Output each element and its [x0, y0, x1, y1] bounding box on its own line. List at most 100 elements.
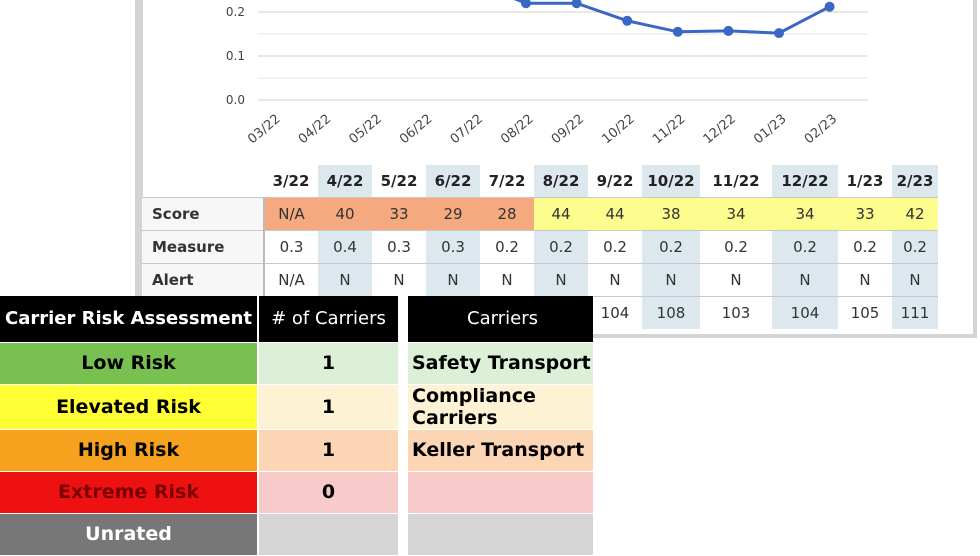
table-cell: 44 — [534, 197, 588, 231]
table-cell: N — [372, 263, 426, 297]
x-tick-label: 10/22 — [599, 112, 637, 148]
risk-row: Unrated — [0, 513, 593, 556]
table-cell: 103 — [700, 296, 772, 329]
x-tick-label: 07/22 — [448, 112, 486, 148]
table-cell: 0.4 — [318, 230, 372, 264]
month-header: 9/22 — [596, 172, 634, 190]
table-cell: N — [534, 263, 588, 297]
table-row: Alert N/A N N N N N N N N N N N — [142, 263, 938, 297]
data-point[interactable] — [521, 0, 531, 9]
month-header-row: 3/22 4/22 5/22 6/22 7/22 8/22 9/22 10/22 11/22 12… — [142, 165, 938, 198]
y-tick-label: 0.2 — [226, 5, 245, 19]
month-header: 7/22 — [488, 172, 526, 190]
table-cell: 104 — [772, 296, 838, 329]
data-point[interactable] — [824, 1, 835, 12]
x-tick-label: 02/23 — [802, 112, 840, 148]
month-header: 1/23 — [846, 172, 884, 190]
carrier-names: Compliance Carriers — [403, 384, 593, 430]
table-cell: 42 — [892, 197, 938, 231]
table-cell: 105 — [838, 296, 892, 329]
table-cell: 0.3 — [426, 230, 480, 264]
x-tick-label: 05/22 — [346, 112, 384, 148]
table-cell: 40 — [318, 197, 372, 231]
risk-level-label: High Risk — [0, 429, 259, 472]
month-header: 2/23 — [892, 165, 938, 198]
table-cell: 0.3 — [264, 230, 318, 264]
month-header: 4/22 — [318, 165, 372, 198]
month-header: 8/22 — [534, 165, 588, 198]
month-header: 12/22 — [772, 165, 838, 198]
table-cell: 108 — [642, 296, 700, 329]
score-line-chart: 0.0 0.1 0.2 03/22 04/22 05/22 06/22 07/22 08/22 0… — [226, 0, 868, 148]
carrier-names — [403, 513, 593, 556]
table-cell: 0.2 — [772, 230, 838, 264]
data-point[interactable] — [571, 0, 582, 9]
data-point[interactable] — [774, 28, 784, 39]
table-cell: 0.2 — [700, 230, 772, 264]
month-header: 3/22 — [272, 172, 310, 190]
x-tick-label: 04/22 — [296, 112, 334, 148]
header-corner — [142, 165, 264, 198]
data-point[interactable] — [672, 26, 683, 37]
risk-level-label: Low Risk — [0, 342, 259, 385]
y-tick-label: 0.0 — [226, 93, 245, 107]
risk-row: High Risk 1 Keller Transport — [0, 429, 593, 472]
table-cell: 34 — [772, 197, 838, 231]
table-row: Score N/A 40 33 29 28 44 44 38 34 34 33 42 — [142, 197, 938, 231]
table-cell: 29 — [426, 197, 480, 231]
risk-row: Extreme Risk 0 — [0, 471, 593, 514]
table-row: Measure 0.3 0.4 0.3 0.3 0.2 0.2 0.2 0.2 0.2 0.2 0.2… — [142, 230, 938, 264]
carrier-count: 0 — [258, 471, 408, 514]
table-cell: N/A — [264, 197, 318, 231]
carrier-risk-table: Carrier Risk Assessment # of Carriers Carr… — [0, 296, 593, 556]
data-point[interactable] — [622, 15, 633, 26]
table-cell: 0.2 — [642, 230, 700, 264]
table-cell: N — [772, 263, 838, 297]
table-cell: N — [700, 263, 772, 297]
table-cell: 0.2 — [534, 230, 588, 264]
carrier-names: Keller Transport — [403, 429, 593, 472]
risk-row: Low Risk 1 Safety Transport — [0, 342, 593, 385]
risk-level-label: Extreme Risk — [0, 471, 259, 514]
risk-header-row: Carrier Risk Assessment # of Carriers Carr… — [0, 296, 593, 343]
risk-column-header: Carriers — [403, 296, 593, 343]
x-tick-label: 01/23 — [751, 112, 789, 148]
carrier-count: 1 — [258, 384, 408, 430]
table-cell: 104 — [588, 296, 642, 329]
table-cell: N — [588, 263, 642, 297]
x-tick-label: 12/22 — [701, 112, 739, 148]
table-cell: 0.2 — [480, 230, 534, 264]
month-header: 11/22 — [712, 172, 760, 190]
month-header: 5/22 — [380, 172, 418, 190]
table-cell: 0.2 — [892, 230, 938, 264]
row-label: Alert — [142, 263, 265, 297]
table-cell: N — [642, 263, 700, 297]
table-cell: 44 — [588, 197, 642, 231]
x-tick-label: 06/22 — [397, 112, 435, 148]
table-cell: N — [318, 263, 372, 297]
carrier-count: 1 — [258, 429, 408, 472]
table-cell: 0.2 — [588, 230, 642, 264]
y-tick-label: 0.1 — [226, 49, 245, 63]
table-cell: N/A — [264, 263, 318, 297]
table-cell: 33 — [372, 197, 426, 231]
month-header: 6/22 — [426, 165, 480, 198]
table-cell: 111 — [892, 296, 938, 329]
carrier-names — [403, 471, 593, 514]
table-cell: 33 — [838, 197, 892, 231]
risk-row: Elevated Risk 1 Compliance Carriers — [0, 384, 593, 430]
carrier-names: Safety Transport — [403, 342, 593, 385]
x-tick-label: 03/22 — [245, 112, 283, 148]
risk-level-label: Elevated Risk — [0, 384, 259, 430]
x-tick-label: 08/22 — [498, 112, 536, 148]
table-cell: N — [426, 263, 480, 297]
row-label: Measure — [142, 230, 265, 264]
month-header: 10/22 — [642, 165, 700, 198]
risk-level-label: Unrated — [0, 513, 259, 556]
table-cell: 38 — [642, 197, 700, 231]
table-cell: 0.3 — [372, 230, 426, 264]
table-cell: N — [838, 263, 892, 297]
table-cell: N — [892, 263, 938, 297]
data-point[interactable] — [723, 25, 734, 36]
table-cell: 28 — [480, 197, 534, 231]
